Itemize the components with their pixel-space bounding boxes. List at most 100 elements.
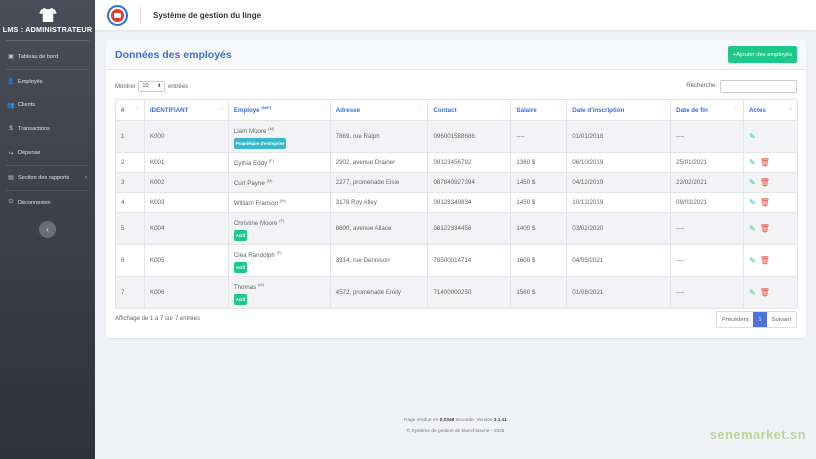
users-icon: 👥 <box>7 102 15 109</box>
trash-icon[interactable]: 🗑 <box>759 178 770 187</box>
address: 3178 Roy Alley <box>329 192 429 213</box>
employee-id: K001 <box>143 152 229 173</box>
sort-icon: ↑↓ <box>661 106 667 112</box>
sidebar-item-clients[interactable]: 👥 Clients <box>0 94 95 118</box>
page-length-select[interactable]: 10 <box>138 80 166 92</box>
search-area: Recherche: <box>686 79 797 93</box>
divider <box>6 189 89 191</box>
column-header[interactable]: Employé (M/F) ↑↓ <box>227 99 331 121</box>
column-header[interactable]: # ↑↓ <box>115 99 145 121</box>
search-input[interactable] <box>720 79 797 93</box>
copyright: © Système de gestion de blanchisserie - … <box>406 429 505 434</box>
sort-icon: ↑↓ <box>788 106 793 112</box>
row-number: 2 <box>115 152 145 173</box>
employee-sex: (M) <box>279 198 286 204</box>
edit-icon[interactable]: ✎ <box>749 132 756 141</box>
employee-cell: Cythia Eddy (F) <box>227 152 331 173</box>
page-button-1[interactable]: 1 <box>753 312 767 327</box>
sort-icon: ↑↓ <box>320 106 326 112</box>
sidebar-item-d-pense[interactable]: ↪ Dépense <box>0 141 95 165</box>
sidebar-item-section-des-rapports[interactable]: ▤ Section des rapports › <box>0 166 95 190</box>
salary: 1360 $ <box>510 152 568 173</box>
sidebar-nav: ▣ Tableau de bord 👤 Employés 👥 Clients $ Transa… <box>0 45 95 215</box>
edit-icon[interactable]: ✎ <box>749 158 756 167</box>
edit-icon[interactable]: ✎ <box>749 178 756 187</box>
employee-cell: Christine Moore (F) Actif <box>227 212 331 245</box>
employee-name: Christine Moore <box>233 220 278 228</box>
contact: 087840927394 <box>427 172 512 193</box>
sidebar-item-label: Section des rapports <box>18 174 70 181</box>
column-header[interactable]: Date d'inscription ↑↓ <box>566 99 672 121</box>
sidebar-item-label: Employés <box>18 78 43 85</box>
trash-icon[interactable]: 🗑 <box>759 224 770 233</box>
row-number: 4 <box>115 192 145 213</box>
start-date: 03/02/2020 <box>566 212 672 245</box>
start-date: 04/05/2021 <box>566 244 672 277</box>
row-number: 3 <box>115 172 145 193</box>
sidebar-brand[interactable]: LMS : ADMINISTRATEUR <box>0 0 95 38</box>
add-employee-button[interactable]: +Ajouter des employés <box>727 46 797 63</box>
divider <box>6 40 89 41</box>
sidebar-item-employ-s[interactable]: 👤 Employés <box>0 70 95 94</box>
share-icon: ↪ <box>8 150 14 157</box>
address: 8600, avenue Allace <box>329 212 429 245</box>
table-body: 1 K000 Liam Moore (M) Propriétaire d'entrep… <box>115 120 798 309</box>
sidebar-item-transactions[interactable]: $ Transactions <box>0 117 95 141</box>
employee-cell: Cléa Randolph (F) Actif <box>227 244 331 277</box>
sort-icon: ↑↓ <box>218 106 224 112</box>
edit-icon[interactable]: ✎ <box>749 198 756 207</box>
column-header[interactable]: Adresse ↑↓ <box>329 99 429 121</box>
contact: 71400000250 <box>427 276 512 309</box>
power-icon: ⏻ <box>8 199 14 206</box>
column-header[interactable]: IDENTIFIANT ↑↓ <box>143 99 229 121</box>
sidebar-item-label: Dépense <box>18 150 41 157</box>
previous-page-button[interactable]: Précédent <box>721 316 749 323</box>
sidebar-item-tableau-de-bord[interactable]: ▣ Tableau de bord <box>0 45 95 69</box>
sort-icon: ↑↓ <box>501 106 507 112</box>
sort-icon: ↑↓ <box>557 106 563 112</box>
column-header[interactable]: Contact ↑↓ <box>427 99 512 121</box>
salary: 1450 $ <box>510 172 568 193</box>
sidebar-item-label: Transactions <box>18 126 50 133</box>
next-page-button[interactable]: Suivant <box>771 316 791 323</box>
column-header[interactable]: Actes ↑↓ <box>743 99 798 121</box>
employee-name: Thomas <box>233 284 257 292</box>
table-row: 6 K005 Cléa Randolph (F) Actif 3914, rue Den… <box>115 244 798 277</box>
table-controls: Montrer 10 entrées Recherche: <box>115 79 797 93</box>
edit-icon[interactable]: ✎ <box>749 256 756 265</box>
trash-icon[interactable]: 🗑 <box>759 158 770 167</box>
start-date: 10/12/2019 <box>566 192 672 213</box>
table-row: 7 K006 Thomas (M) Actif 4572, promenade Emil… <box>115 276 798 309</box>
status-badge: Propriétaire d'entreprise <box>233 138 287 150</box>
tshirt-icon <box>38 8 57 22</box>
edit-icon[interactable]: ✎ <box>749 288 756 297</box>
end-date: 22/02/2021 <box>670 172 745 193</box>
employee-sex: (F) <box>268 158 275 164</box>
sidebar-item-label: Tableau de bord <box>18 53 59 60</box>
trash-icon[interactable]: 🗑 <box>759 256 770 265</box>
sidebar-toggle-button[interactable]: ‹ <box>39 220 56 238</box>
watermark: senemarket.sn <box>709 427 806 442</box>
table-row: 4 K003 William Franson (M) 3178 Roy Alley 08… <box>115 192 798 213</box>
sidebar-item-label: Clients <box>18 102 36 109</box>
address: 2902, avenue Drainer <box>329 152 429 173</box>
status-badge: Actif <box>233 294 248 306</box>
table-info: Affichage de 1 à 7 sur 7 entrées <box>115 316 200 322</box>
employee-sex: (M) <box>268 125 275 131</box>
employee-sex: (F) <box>276 249 282 255</box>
actions-cell: ✎ 🗑 <box>743 276 798 309</box>
employee-name: Cythia Eddy <box>233 160 268 168</box>
trash-icon[interactable]: 🗑 <box>759 198 770 207</box>
employee-cell: Curt Payne (M) <box>227 172 331 193</box>
actions-cell: ✎ 🗑 <box>743 212 798 245</box>
employee-sex: (M) <box>257 281 264 287</box>
actions-cell: ✎ 🗑 <box>743 172 798 193</box>
end-date: ---- <box>670 244 745 277</box>
status-badge: Actif <box>233 262 248 274</box>
app-logo <box>107 4 128 26</box>
sidebar-item-d-connexion[interactable]: ⏻ Déconnexion <box>0 191 95 215</box>
trash-icon[interactable]: 🗑 <box>759 288 770 297</box>
edit-icon[interactable]: ✎ <box>749 224 756 233</box>
column-header[interactable]: Date de fin ↑↓ <box>670 99 745 121</box>
column-header[interactable]: Salaire ↑↓ <box>510 99 568 121</box>
